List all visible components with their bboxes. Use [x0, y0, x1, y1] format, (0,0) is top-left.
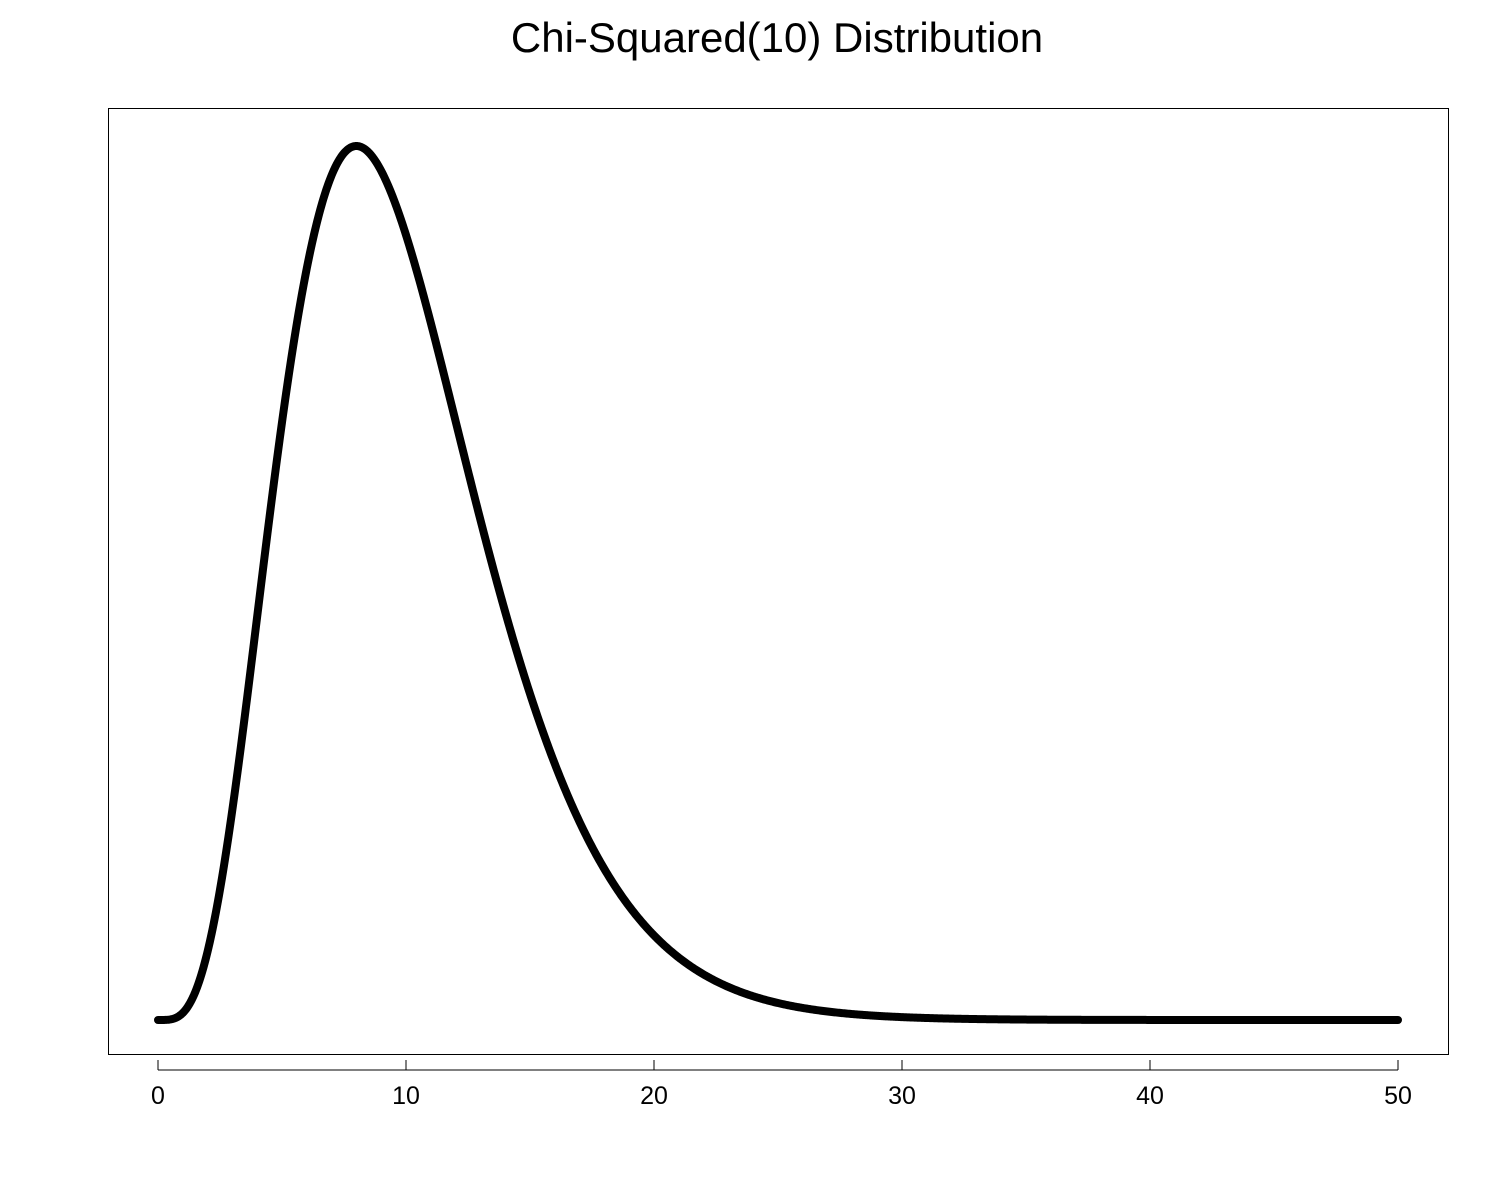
x-tick-label: 20 — [640, 1082, 668, 1110]
x-axis: 0 10 20 30 40 50 — [151, 1060, 1412, 1110]
x-tick-label: 0 — [151, 1082, 165, 1110]
chi-squared-density-curve — [154, 142, 1402, 1024]
x-tick-label: 30 — [888, 1082, 916, 1110]
chart-title: Chi-Squared(10) Distribution — [511, 14, 1043, 61]
x-tick-label: 40 — [1136, 1082, 1164, 1110]
x-tick-label: 10 — [392, 1082, 420, 1110]
plot-frame — [108, 108, 1449, 1055]
x-tick-label: 50 — [1384, 1082, 1412, 1110]
